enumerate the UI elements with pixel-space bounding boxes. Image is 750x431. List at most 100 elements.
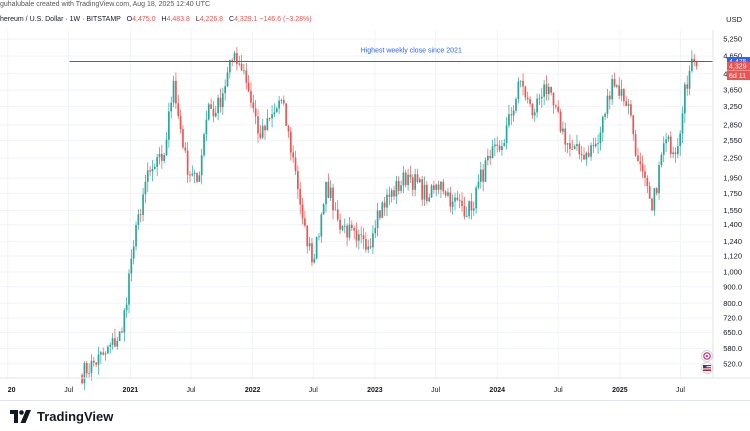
candle bbox=[585, 151, 588, 166]
y-tick-label: 3,650 bbox=[723, 86, 742, 95]
chart-grid bbox=[0, 30, 713, 378]
candle bbox=[83, 361, 86, 391]
candle-body bbox=[151, 168, 154, 172]
candle-body bbox=[172, 80, 175, 103]
candle-body bbox=[271, 114, 273, 119]
candle-body bbox=[522, 80, 524, 87]
tradingview-logo-text: TradingView bbox=[37, 409, 114, 424]
candle-body bbox=[414, 174, 416, 190]
candle-body bbox=[496, 144, 499, 146]
candle-body bbox=[123, 310, 126, 333]
candle-body bbox=[153, 166, 156, 169]
candle-body bbox=[109, 344, 112, 347]
price-chart[interactable]: Highest weekly close since 2021 520.0 580… bbox=[0, 0, 750, 400]
candle-body bbox=[397, 181, 400, 191]
candle-body bbox=[634, 134, 637, 156]
candle-body bbox=[348, 224, 351, 238]
candle-body bbox=[540, 96, 543, 99]
candle-body bbox=[245, 70, 248, 83]
candle bbox=[90, 354, 93, 381]
candle bbox=[416, 168, 419, 184]
candle bbox=[379, 209, 381, 221]
candle-body bbox=[379, 210, 381, 218]
candle-body bbox=[369, 246, 372, 248]
candle-body bbox=[611, 79, 613, 100]
candle bbox=[482, 163, 484, 192]
candle bbox=[613, 72, 616, 88]
candle bbox=[121, 327, 123, 334]
candle bbox=[501, 140, 503, 156]
price-badge: 6d 11 bbox=[727, 71, 750, 81]
candle-body bbox=[175, 80, 177, 104]
candle bbox=[543, 79, 545, 106]
candle-body bbox=[362, 235, 365, 240]
candle-body bbox=[479, 169, 482, 182]
candle bbox=[104, 351, 107, 361]
candle-body bbox=[383, 202, 386, 208]
x-tick-label: 2022 bbox=[245, 387, 261, 394]
ohlc-high: 4,483.8 bbox=[166, 16, 190, 23]
y-tick-label: 4,650 bbox=[723, 52, 742, 61]
candle bbox=[648, 181, 651, 199]
price-axis[interactable]: 520.0 580.0 650.0 720.0 800.0 900.0 1,000 1,120… bbox=[723, 35, 742, 369]
candle-body bbox=[343, 225, 346, 227]
us-flag-icon[interactable] bbox=[701, 362, 713, 374]
candle bbox=[353, 225, 355, 240]
candle bbox=[637, 147, 639, 162]
globe-icon[interactable] bbox=[701, 350, 713, 362]
price-badge-bg bbox=[727, 71, 750, 81]
candle-body bbox=[268, 118, 271, 120]
tradingview-logo[interactable]: TradingView bbox=[10, 409, 113, 424]
candle bbox=[470, 193, 473, 220]
candle-body bbox=[613, 79, 616, 87]
candle-body bbox=[386, 194, 388, 208]
candle bbox=[627, 99, 630, 115]
candle bbox=[212, 100, 215, 123]
footer-bar: TradingView bbox=[0, 400, 750, 431]
candle-body bbox=[395, 181, 398, 197]
candle-body bbox=[695, 61, 698, 67]
candle-body bbox=[594, 143, 597, 147]
candle-body bbox=[597, 143, 599, 145]
candle bbox=[329, 180, 332, 202]
candle bbox=[564, 122, 567, 153]
candle bbox=[508, 105, 510, 129]
y-tick-label: 580.0 bbox=[723, 344, 742, 353]
candle-body bbox=[681, 113, 684, 134]
candle-body bbox=[388, 194, 391, 197]
candle-body bbox=[418, 179, 421, 183]
ohlc-high-label: H bbox=[161, 16, 167, 23]
candle bbox=[100, 350, 102, 364]
candle bbox=[132, 240, 135, 265]
candle-body bbox=[515, 99, 517, 111]
candle-body bbox=[470, 201, 473, 211]
candle-body bbox=[149, 170, 151, 172]
candle-body bbox=[400, 185, 402, 191]
candle-body bbox=[543, 84, 545, 97]
candle bbox=[393, 185, 395, 201]
y-tick-label: 2,250 bbox=[723, 154, 742, 163]
candle-body bbox=[299, 189, 302, 205]
candle bbox=[468, 200, 470, 220]
time-axis[interactable]: 20 Jul 2021 Jul 2022 Jul 2023 Jul 2024 Jul 2025 Jul bbox=[8, 387, 686, 394]
candle bbox=[444, 190, 447, 198]
candle-body bbox=[278, 100, 280, 109]
candle-body bbox=[266, 118, 269, 131]
candle-body bbox=[100, 352, 102, 355]
ohlc-change: −146.6 (−3.28%) bbox=[259, 16, 312, 23]
candle-body bbox=[163, 154, 166, 161]
candle-body bbox=[625, 101, 628, 106]
candle-body bbox=[226, 72, 229, 87]
candle-body bbox=[604, 113, 606, 117]
candle-body bbox=[165, 139, 168, 155]
candle bbox=[200, 148, 203, 185]
candle bbox=[273, 103, 276, 117]
candle-body bbox=[426, 184, 428, 202]
candle bbox=[111, 332, 114, 350]
candle bbox=[142, 187, 144, 222]
price-badge-bg bbox=[727, 61, 750, 71]
candle-body bbox=[653, 188, 656, 211]
candle-body bbox=[182, 129, 184, 148]
price-badge: 4,329 bbox=[727, 61, 750, 71]
x-tick-label: Jul bbox=[64, 387, 73, 394]
